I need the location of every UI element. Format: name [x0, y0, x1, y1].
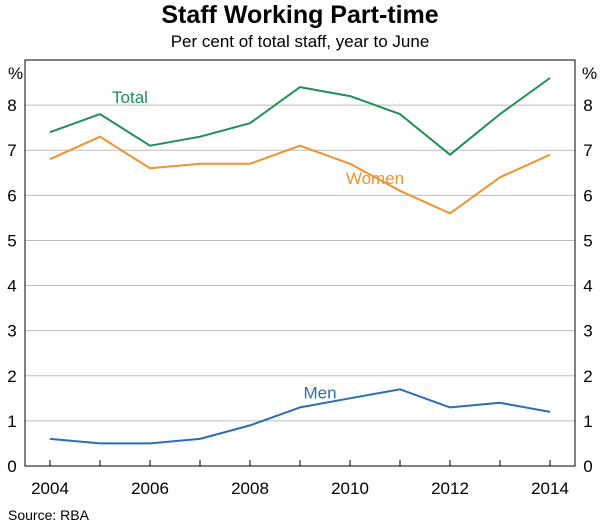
- series-line-total: [49, 77, 551, 156]
- x-axis: 2004 2006 2008 2010 2012 2014: [31, 460, 569, 498]
- series-label-men: Men: [303, 383, 336, 402]
- x-tick-label: 2010: [331, 479, 369, 498]
- series-group: [49, 77, 551, 445]
- y-tick-label-left: 1: [7, 412, 16, 431]
- y-tick-label-left: 0: [7, 457, 16, 476]
- y-tick-label-right: 5: [583, 231, 592, 250]
- series-label-women: Women: [346, 169, 404, 188]
- y-tick-label-right: 4: [583, 277, 592, 296]
- gridlines: [25, 104, 575, 422]
- chart-subtitle: Per cent of total staff, year to June: [171, 32, 430, 51]
- chart-title: Staff Working Part-time: [161, 1, 438, 29]
- y-unit-right: %: [582, 64, 597, 83]
- series-line-men: [49, 388, 551, 445]
- y-tick-label-right: 1: [583, 412, 592, 431]
- y-tick-label-left: 3: [7, 322, 16, 341]
- x-tick-label: 2004: [31, 479, 69, 498]
- y-tick-label-left: 4: [7, 277, 16, 296]
- y-tick-label-right: 0: [583, 457, 592, 476]
- y-tick-label-left: 2: [7, 367, 16, 386]
- y-tick-label-left: 5: [7, 231, 16, 250]
- series-line-women: [49, 135, 551, 215]
- source-note: Source: RBA: [8, 507, 90, 523]
- y-tick-label-left: 6: [7, 186, 16, 205]
- y-tick-label-right: 7: [583, 141, 592, 160]
- y-tick-label-right: 8: [583, 96, 592, 115]
- y-tick-label-right: 6: [583, 186, 592, 205]
- y-tick-label-left: 8: [7, 96, 16, 115]
- x-tick-label: 2012: [431, 479, 469, 498]
- series-label-total: Total: [112, 88, 148, 107]
- y-tick-label-left: 7: [7, 141, 16, 160]
- x-tick-label: 2014: [531, 479, 569, 498]
- y-tick-label-right: 2: [583, 367, 592, 386]
- y-tick-label-right: 3: [583, 322, 592, 341]
- x-tick-label: 2008: [231, 479, 269, 498]
- y-axis-left: 0 1 2 3 4 5 6 7 8: [7, 96, 16, 476]
- series-labels: Total Women Men: [112, 88, 404, 402]
- y-unit-left: %: [8, 64, 23, 83]
- y-axis-right: 0 1 2 3 4 5 6 7 8: [583, 96, 592, 476]
- x-tick-label: 2006: [131, 479, 169, 498]
